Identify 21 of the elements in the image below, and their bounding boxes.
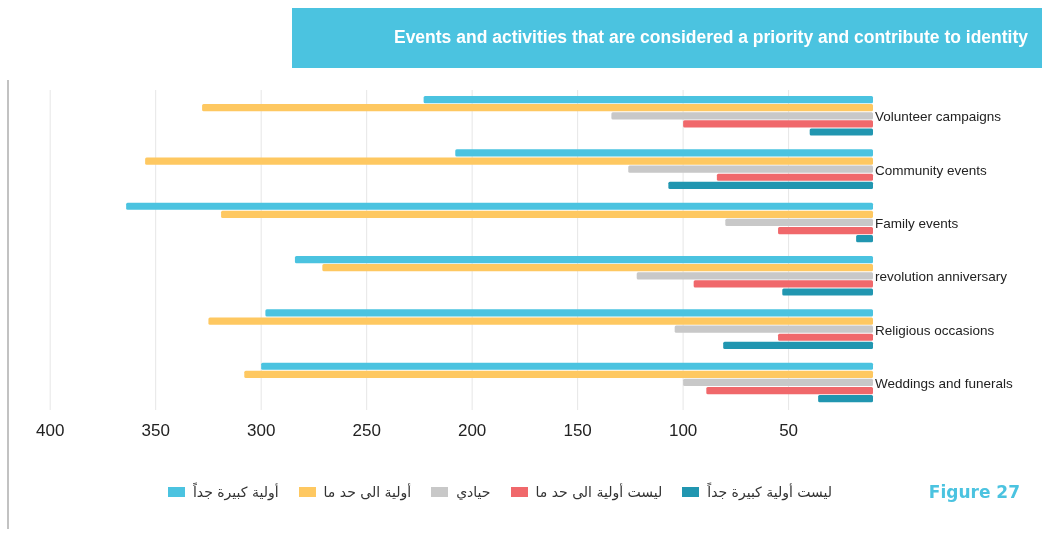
- y-tick-label: revolution anniversary: [875, 269, 1008, 285]
- legend-label: ليست أولية الى حد ما: [535, 484, 663, 500]
- y-tick-label: Family events: [875, 215, 959, 231]
- legend-label: أولية الى حد ما: [323, 484, 412, 500]
- x-tick-label: 50: [779, 421, 799, 440]
- y-tick-label: Religious occasions: [875, 322, 995, 338]
- x-tick-label: 100: [668, 421, 698, 440]
- legend-label: ليست أولية كبيرة جداً: [707, 484, 833, 500]
- x-tick-label: 300: [246, 421, 276, 440]
- chart-title: Events and activities that are considered a priority and contribute to identity: [393, 27, 1029, 47]
- caption: Figure 27: [928, 482, 1020, 502]
- y-tick-label: Weddings and funerals: [875, 375, 1014, 391]
- legend-label: أولية كبيرة جداً: [192, 484, 279, 500]
- x-tick-label: 350: [141, 421, 170, 440]
- y-tick-label: Volunteer campaigns: [875, 109, 1002, 125]
- x-tick-label: 400: [36, 421, 65, 440]
- x-tick-label: 150: [563, 421, 592, 440]
- x-tick-label: 250: [352, 421, 381, 440]
- x-tick-label: 200: [457, 421, 487, 440]
- y-tick-label: Community events: [875, 162, 988, 178]
- legend-label: حيادي: [456, 484, 491, 500]
